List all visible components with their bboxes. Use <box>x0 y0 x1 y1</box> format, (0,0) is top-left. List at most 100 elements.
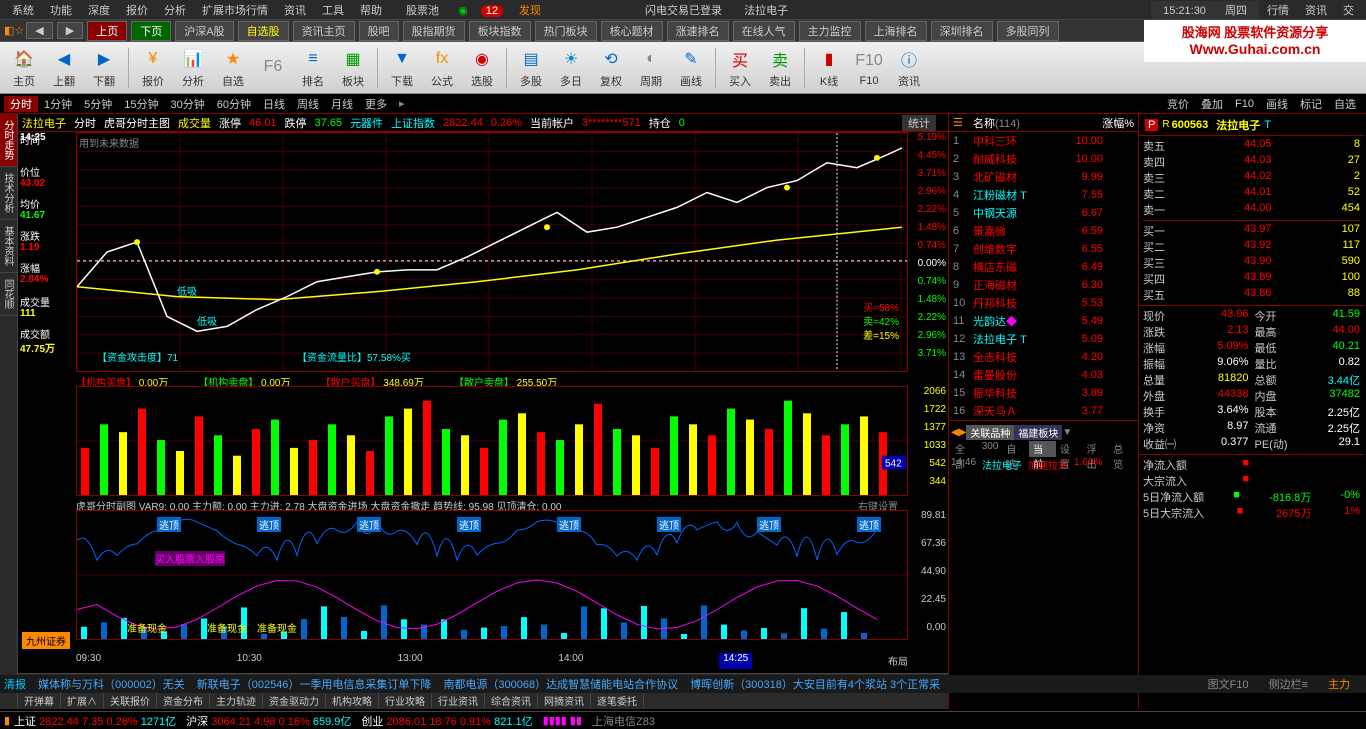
vtab-technical[interactable]: 技术分析 <box>0 167 17 220</box>
stock-row[interactable]: 10丹邦科技5.53 <box>949 294 1138 312</box>
nav-btn[interactable]: 下页 <box>131 21 171 41</box>
stock-row[interactable]: 13全志科技4.20 <box>949 348 1138 366</box>
nav-btn[interactable]: 主力监控 <box>799 21 861 41</box>
tab-1min[interactable]: 1分钟 <box>38 96 78 112</box>
tab-mark[interactable]: 标记 <box>1294 96 1328 112</box>
news-item[interactable]: 媒体称与万科（000002）无关 <box>38 676 185 692</box>
nav-btn[interactable]: 资讯主页 <box>293 21 355 41</box>
nav-btn[interactable]: 在线人气 <box>733 21 795 41</box>
tool-选股[interactable]: ◉选股 <box>462 45 502 91</box>
nav-btn[interactable]: 核心题材 <box>601 21 663 41</box>
tool-自选[interactable]: ★自选 <box>213 45 253 91</box>
tool-报价[interactable]: ¥报价 <box>133 45 173 91</box>
tool-卖出[interactable]: 卖卖出 <box>760 45 800 91</box>
stock-row[interactable]: 4江粉磁材 T7.55 <box>949 186 1138 204</box>
menu-analysis[interactable]: 分析 <box>156 2 194 18</box>
stock-row[interactable]: 2耐威科技10.00 <box>949 150 1138 168</box>
price-chart[interactable]: 用到未来数据 低吸 低吸 【资金攻击度】71 【资金流量比】57.58%买 买=… <box>76 132 908 372</box>
sub-indicator-chart[interactable]: 逃顶逃顶逃顶逃顶逃顶逃顶逃顶逃顶 准备现金 准备现金 准备现金 买入股票入股票 <box>76 510 908 640</box>
news-item[interactable]: 南都电源（300068）达成智慧储能电站合作协议 <box>443 676 678 692</box>
tab-watchlist[interactable]: 自选 <box>1328 96 1362 112</box>
tool-[interactable]: F6 <box>253 53 293 83</box>
menu-system[interactable]: 系统 <box>4 2 42 18</box>
tab-quote[interactable]: 行情 <box>1259 2 1297 18</box>
nav-btn[interactable]: 涨速排名 <box>667 21 729 41</box>
menu-quote[interactable]: 报价 <box>118 2 156 18</box>
stock-row[interactable]: 9正海磁材6.30 <box>949 276 1138 294</box>
stock-row[interactable]: 3北矿磁材9.99 <box>949 168 1138 186</box>
stock-row[interactable]: 1中科三环10.00 <box>949 132 1138 150</box>
nav-btn[interactable]: 热门板块 <box>535 21 597 41</box>
info-tab[interactable]: 网摘资讯 <box>538 693 591 708</box>
nav-btn[interactable]: 上海排名 <box>865 21 927 41</box>
tab-weekly[interactable]: 周线 <box>291 96 325 112</box>
info-tab[interactable]: 资金分布 <box>157 693 210 708</box>
tool-排名[interactable]: ≡排名 <box>293 45 333 91</box>
tool-公式[interactable]: fx公式 <box>422 45 462 91</box>
tab-30min[interactable]: 30分钟 <box>165 96 211 112</box>
tab-f10[interactable]: F10 <box>1229 98 1260 110</box>
tab-trade[interactable]: 交 <box>1335 2 1362 18</box>
stock-row[interactable]: 6景嘉微6.59 <box>949 222 1138 240</box>
vtab-intraday[interactable]: 分时走势 <box>0 114 17 167</box>
tab-overlay[interactable]: 叠加 <box>1195 96 1229 112</box>
tab-info[interactable]: 资讯 <box>1297 2 1335 18</box>
nav-btn[interactable]: 板块指数 <box>469 21 531 41</box>
tool-画线[interactable]: ✎画线 <box>671 45 711 91</box>
tool-下载[interactable]: ▼下载 <box>382 45 422 91</box>
tool-资讯[interactable]: ⓘ资讯 <box>889 45 929 91</box>
menu-help[interactable]: 帮助 <box>352 2 390 18</box>
vtab-fundamentals[interactable]: 基本资料 <box>0 220 17 273</box>
tool-多日[interactable]: ☀多日 <box>551 45 591 91</box>
info-tab[interactable]: 资金驱动力 <box>263 693 326 708</box>
info-tab[interactable]: 行业资讯 <box>432 693 485 708</box>
tool-复权[interactable]: ⟲复权 <box>591 45 631 91</box>
vtab-ths[interactable]: 同花顺 <box>0 273 17 316</box>
menu-ext-market[interactable]: 扩展市场行情 <box>194 2 276 18</box>
discover[interactable]: 发现 <box>511 2 549 18</box>
nav-btn[interactable]: ▶ <box>57 22 83 39</box>
nav-btn[interactable]: 股指期货 <box>403 21 465 41</box>
info-tab[interactable]: 逐笔委托 <box>591 693 644 708</box>
news-left[interactable]: 清报 <box>4 676 26 692</box>
news-item[interactable]: 新联电子（002546）一季用电信息采集订单下降 <box>197 676 432 692</box>
tab-60min[interactable]: 60分钟 <box>211 96 257 112</box>
stock-row[interactable]: 15振华科技3.89 <box>949 384 1138 402</box>
stock-row[interactable]: 14雷曼股份4.03 <box>949 366 1138 384</box>
menu-tools[interactable]: 工具 <box>314 2 352 18</box>
stats-btn[interactable]: 统计 <box>902 115 936 131</box>
tab-drawline[interactable]: 画线 <box>1260 96 1294 112</box>
tab-intraday[interactable]: 分时 <box>4 96 38 112</box>
stock-pool[interactable]: 股票池 ◉ 12 <box>390 2 511 18</box>
nav-btn[interactable]: 沪深A股 <box>175 21 233 41</box>
news-item[interactable]: 博晖创新（300318）大安目前有4个浆站 3个正常采 <box>690 676 940 692</box>
stock-row[interactable]: 8横店东磁6.49 <box>949 258 1138 276</box>
nav-btn[interactable]: 上页 <box>87 21 127 41</box>
info-tab[interactable]: 主力轨迹 <box>210 693 263 708</box>
nav-btn[interactable]: 自选股 <box>238 21 289 41</box>
menu-news[interactable]: 资讯 <box>276 2 314 18</box>
info-tab[interactable]: 行业攻略 <box>379 693 432 708</box>
tab-15min[interactable]: 15分钟 <box>118 96 164 112</box>
tool-下翻[interactable]: ▶下翻 <box>84 45 124 91</box>
volume-chart[interactable]: 542 <box>76 386 908 496</box>
stock-row[interactable]: 16深天马Ａ3.77 <box>949 402 1138 420</box>
tool-F10[interactable]: F10F10 <box>849 47 889 89</box>
tool-分析[interactable]: 📊分析 <box>173 45 213 91</box>
info-tab[interactable]: 机构攻略 <box>326 693 379 708</box>
info-tab[interactable]: 关联报价 <box>104 693 157 708</box>
nav-btn[interactable]: 股吧 <box>359 21 399 41</box>
stock-row[interactable]: 5中钢天源6.67 <box>949 204 1138 222</box>
tab-auction[interactable]: 竞价 <box>1161 96 1195 112</box>
chart-zone[interactable]: 时间 14:25 价位 43.02 均价 41.67 涨跌 1.19 涨幅 2.… <box>18 132 948 709</box>
info-tab[interactable]: 扩展∧ <box>61 693 104 708</box>
menu-function[interactable]: 功能 <box>42 2 80 18</box>
tool-买入[interactable]: 买买入 <box>720 45 760 91</box>
tool-主页[interactable]: 🏠主页 <box>4 45 44 91</box>
stock-row[interactable]: 11光韵达◆5.49 <box>949 312 1138 330</box>
info-tab[interactable]: 开弹幕 <box>18 693 61 708</box>
stock-row[interactable]: 12法拉电子 T5.09 <box>949 330 1138 348</box>
tab-more[interactable]: 更多 <box>359 96 393 112</box>
nav-btn[interactable]: 多股同列 <box>997 21 1059 41</box>
tab-monthly[interactable]: 月线 <box>325 96 359 112</box>
